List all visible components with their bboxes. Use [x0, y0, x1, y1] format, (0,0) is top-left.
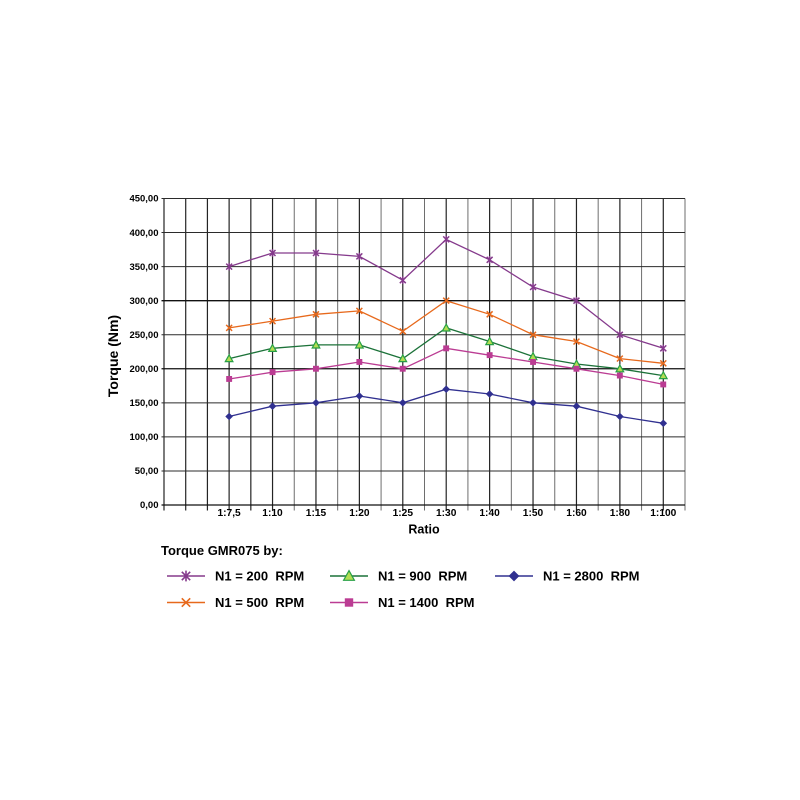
svg-text:1:40: 1:40 — [479, 508, 500, 519]
svg-text:Torque (Nm): Torque (Nm) — [105, 315, 121, 397]
svg-text:150,00: 150,00 — [129, 398, 158, 409]
svg-text:400,00: 400,00 — [129, 228, 158, 239]
svg-text:1:100: 1:100 — [650, 508, 676, 519]
svg-text:1:10: 1:10 — [262, 508, 283, 519]
svg-text:Ratio: Ratio — [408, 523, 440, 537]
svg-text:N1 = 2800 RPM: N1 = 2800 RPM — [543, 569, 639, 584]
svg-text:1:30: 1:30 — [436, 508, 457, 519]
svg-text:1:50: 1:50 — [523, 508, 544, 519]
svg-text:Torque GMR075 by:: Torque GMR075 by: — [161, 543, 283, 558]
svg-text:1:15: 1:15 — [306, 508, 327, 519]
svg-text:N1 = 900 RPM: N1 = 900 RPM — [378, 569, 467, 584]
svg-text:450,00: 450,00 — [129, 194, 158, 205]
svg-text:1:7,5: 1:7,5 — [217, 508, 241, 519]
svg-text:0,00: 0,00 — [140, 500, 159, 511]
svg-text:350,00: 350,00 — [129, 262, 158, 273]
svg-text:300,00: 300,00 — [129, 296, 158, 307]
svg-text:1:20: 1:20 — [349, 508, 370, 519]
svg-text:N1 = 1400 RPM: N1 = 1400 RPM — [378, 595, 474, 610]
svg-text:N1 = 500 RPM: N1 = 500 RPM — [215, 595, 304, 610]
svg-text:1:80: 1:80 — [610, 508, 631, 519]
svg-text:1:60: 1:60 — [566, 508, 587, 519]
svg-text:N1 = 200 RPM: N1 = 200 RPM — [215, 569, 304, 584]
svg-text:50,00: 50,00 — [135, 466, 159, 477]
svg-text:1:25: 1:25 — [393, 508, 414, 519]
svg-text:100,00: 100,00 — [129, 432, 158, 443]
svg-text:200,00: 200,00 — [129, 364, 158, 375]
svg-text:250,00: 250,00 — [129, 330, 158, 341]
